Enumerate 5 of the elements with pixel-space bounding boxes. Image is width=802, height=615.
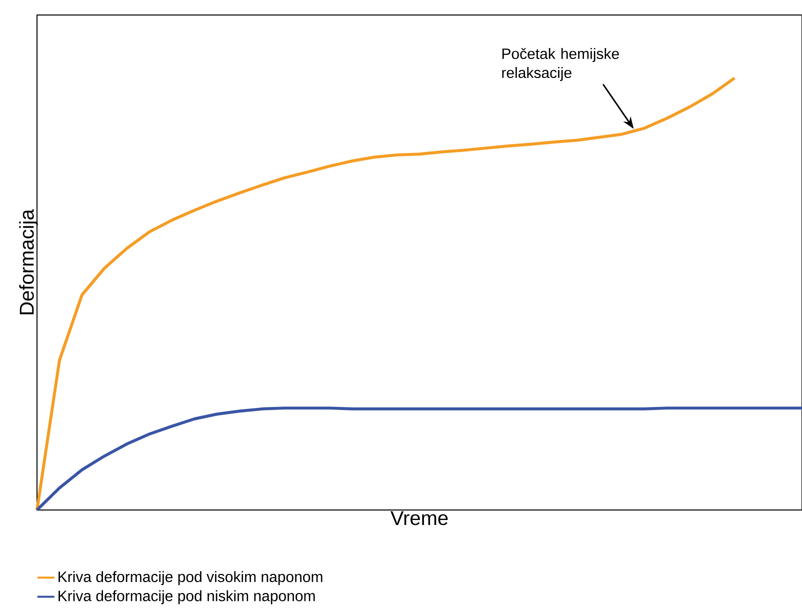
- y-axis-title: Deformacija: [19, 209, 38, 314]
- legend-label: Kriva deformacije pod visokim naponom: [58, 571, 322, 586]
- x-axis-title: Vreme: [390, 511, 448, 526]
- legend-label: Kriva deformacije pod niskim naponom: [58, 590, 315, 604]
- annotation: Početak hemijske relaksacije: [502, 48, 619, 82]
